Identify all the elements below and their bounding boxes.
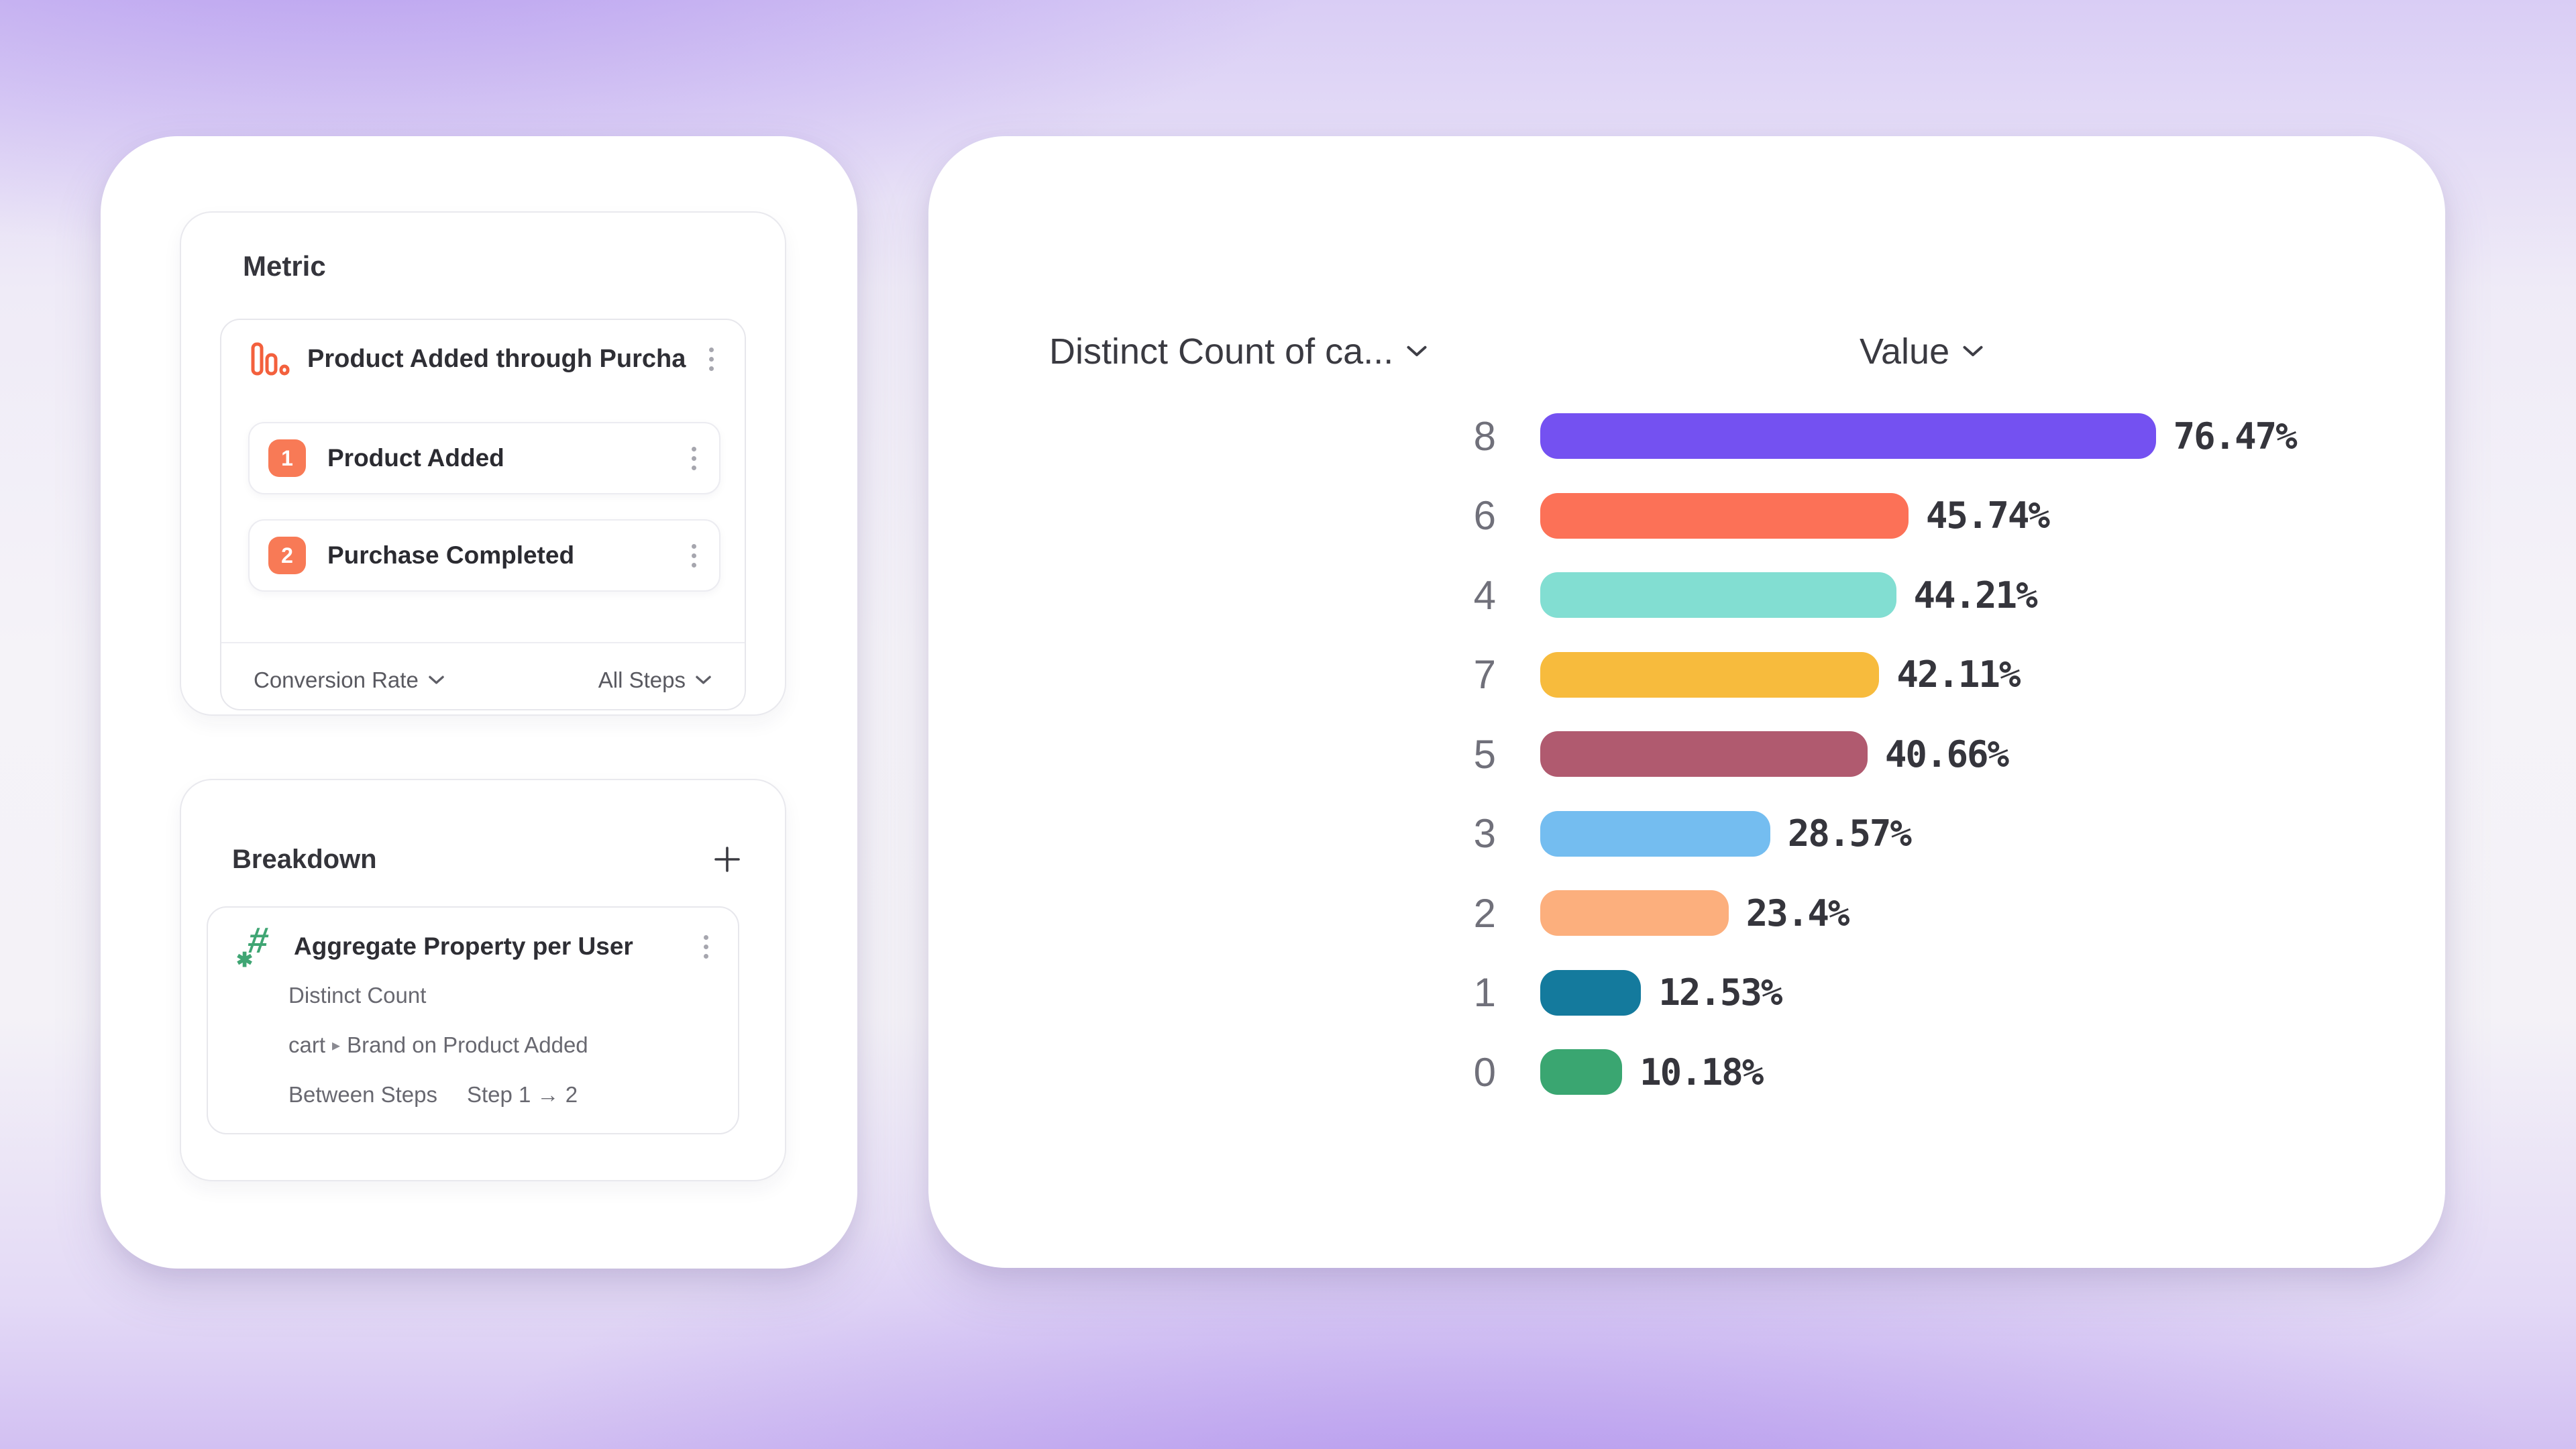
step-kebab-menu[interactable] xyxy=(686,441,702,476)
breakdown-title-row: Breakdown xyxy=(232,839,745,879)
value-bar[interactable] xyxy=(1540,810,1770,857)
category-column-header[interactable]: Distinct Count of ca... xyxy=(1049,331,1427,372)
step-number-badge: 1 xyxy=(268,439,306,477)
bar-row: 6 45.74% xyxy=(928,476,2418,556)
breakdown-section-title: Breakdown xyxy=(232,844,377,874)
category-label: 5 xyxy=(1473,731,1496,777)
step-label: Product Added xyxy=(327,444,504,472)
funnel-footer: Conversion Rate All Steps xyxy=(254,659,711,701)
property-path-name: Brand on Product Added xyxy=(347,1032,588,1057)
value-label: 28.57% xyxy=(1787,812,1912,855)
metric-section-title: Metric xyxy=(243,250,326,282)
funnel-header-row[interactable]: Product Added through Purcha... xyxy=(250,336,719,382)
step-kebab-menu[interactable] xyxy=(686,539,702,573)
category-column-label: Distinct Count of ca... xyxy=(1049,331,1394,372)
value-bar[interactable] xyxy=(1540,572,1896,619)
funnel-kebab-menu[interactable] xyxy=(704,342,719,376)
bar-row: 2 23.4% xyxy=(928,873,2418,953)
value-label: 10.18% xyxy=(1640,1051,1764,1093)
path-separator-icon: ▸ xyxy=(332,1036,341,1055)
breakdown-item-card[interactable]: # ✱ Aggregate Property per User Distinct … xyxy=(207,906,739,1134)
property-path-label: cart ▸ Brand on Product Added xyxy=(288,1032,588,1058)
bar-row: 1 12.53% xyxy=(928,953,2418,1033)
breakdown-item-header: # ✱ Aggregate Property per User xyxy=(236,920,714,971)
value-bar[interactable] xyxy=(1540,413,2156,460)
category-label: 7 xyxy=(1473,652,1496,698)
value-label: 44.21% xyxy=(1913,574,2038,616)
bar-row: 8 76.47% xyxy=(928,396,2418,476)
funnel-name[interactable]: Product Added through Purcha... xyxy=(307,344,686,373)
value-bar[interactable] xyxy=(1540,651,1880,698)
funnel-chart-icon xyxy=(251,342,290,376)
chevron-down-icon xyxy=(1407,345,1427,356)
value-bar[interactable] xyxy=(1540,731,1868,777)
value-label: 45.74% xyxy=(1925,494,2050,537)
conversion-rate-label: Conversion Rate xyxy=(254,667,419,692)
bar-chart: 8 76.47% 6 45.74% 4 44.21% 7 42.11% 5 40.66% 3 28.5… xyxy=(928,396,2418,1112)
funnel-step-row-2[interactable]: 2 Purchase Completed xyxy=(248,519,720,592)
bar-row: 7 42.11% xyxy=(928,635,2418,715)
step-range-label: Step 1 → 2 xyxy=(466,1082,578,1107)
category-label: 3 xyxy=(1473,811,1496,857)
funnel-footer-divider xyxy=(221,642,745,643)
add-breakdown-button[interactable] xyxy=(710,842,745,877)
chevron-down-icon xyxy=(1963,345,1983,356)
funnel-step-row-1[interactable]: 1 Product Added xyxy=(248,422,720,494)
category-label: 4 xyxy=(1473,572,1496,618)
category-label: 6 xyxy=(1473,493,1496,539)
query-builder-panel: Metric Product Added through Purcha... 1… xyxy=(101,136,857,1269)
funnel-metric-card: Product Added through Purcha... 1 Produc… xyxy=(220,319,746,710)
value-column-label: Value xyxy=(1860,331,1950,372)
value-bar[interactable] xyxy=(1540,890,1729,936)
breakdown-kebab-menu[interactable] xyxy=(698,930,714,964)
breakdown-item-name[interactable]: Aggregate Property per User xyxy=(294,932,633,960)
all-steps-label: All Steps xyxy=(598,667,686,692)
step-label: Purchase Completed xyxy=(327,541,575,569)
value-bar[interactable] xyxy=(1540,1049,1623,1095)
all-steps-dropdown[interactable]: All Steps xyxy=(598,667,711,693)
bar-row: 3 28.57% xyxy=(928,794,2418,874)
conversion-rate-dropdown[interactable]: Conversion Rate xyxy=(254,667,444,693)
value-label: 12.53% xyxy=(1658,971,1782,1014)
property-path-prefix: cart xyxy=(288,1032,326,1057)
step-number-badge: 2 xyxy=(268,537,306,574)
plus-icon xyxy=(714,847,740,872)
breakdown-section: Breakdown # ✱ Aggregate Property per User… xyxy=(180,779,786,1181)
value-column-header[interactable]: Value xyxy=(1860,331,1983,372)
bar-row: 0 10.18% xyxy=(928,1032,2418,1112)
category-label: 0 xyxy=(1473,1049,1496,1095)
metric-section: Metric Product Added through Purcha... 1… xyxy=(180,211,786,716)
value-label: 42.11% xyxy=(1896,653,2021,696)
value-label: 23.4% xyxy=(1746,892,1850,934)
value-bar[interactable] xyxy=(1540,492,1909,539)
category-label: 8 xyxy=(1473,413,1496,459)
value-label: 76.47% xyxy=(2173,415,2298,458)
between-steps-row: Between Steps Step 1 → 2 xyxy=(288,1082,578,1108)
bar-row: 5 40.66% xyxy=(928,714,2418,794)
aggregate-property-icon: # ✱ xyxy=(236,920,272,971)
chevron-down-icon xyxy=(429,676,444,684)
chevron-down-icon xyxy=(696,676,711,684)
chart-results-panel: Distinct Count of ca... Value 8 76.47% 6 45… xyxy=(928,136,2445,1268)
category-label: 2 xyxy=(1473,890,1496,936)
category-label: 1 xyxy=(1473,970,1496,1016)
aggregation-type-label: Distinct Count xyxy=(288,983,427,1008)
value-bar[interactable] xyxy=(1540,969,1642,1016)
bar-row: 4 44.21% xyxy=(928,555,2418,635)
value-label: 40.66% xyxy=(1884,733,2009,775)
between-steps-label: Between Steps xyxy=(288,1082,437,1107)
